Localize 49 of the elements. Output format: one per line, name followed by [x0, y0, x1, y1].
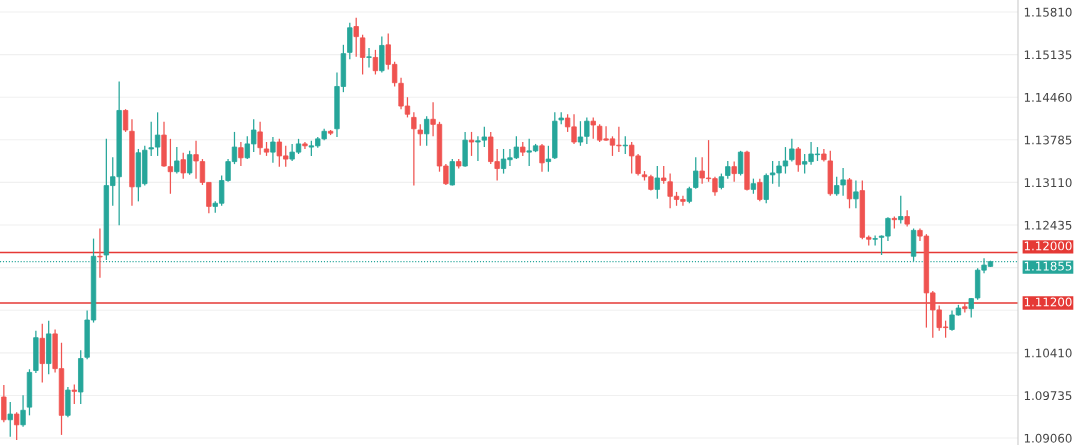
candlestick: [789, 138, 795, 163]
ref-line-label: 1.12000: [1024, 241, 1072, 251]
candlestick: [270, 136, 276, 164]
y-tick-label: 1.15135: [1024, 50, 1072, 60]
y-tick-label: 1.09060: [1024, 433, 1072, 443]
candlestick: [545, 145, 552, 173]
candlestick: [186, 150, 193, 176]
candlestick: [737, 150, 744, 177]
ref-line-label: 1.11855: [1024, 261, 1072, 271]
y-tick-label: 1.13785: [1024, 135, 1072, 145]
candlestick: [353, 17, 359, 58]
candlestick: [7, 401, 13, 438]
candlestick: [872, 234, 878, 247]
candlestick: [757, 178, 763, 202]
candlestick: [97, 227, 103, 279]
candlestick: [366, 47, 372, 69]
candlestick: [853, 179, 859, 209]
candlestick: [468, 131, 475, 157]
y-tick-label: 1.09735: [1024, 391, 1072, 401]
candlestick: [257, 121, 263, 156]
candlestick: [898, 195, 904, 225]
candlestick: [449, 158, 455, 187]
y-tick-label: 1.15810: [1024, 7, 1072, 17]
ref-line-label: 1.11200: [1024, 297, 1072, 307]
y-tick-label: 1.13110: [1024, 178, 1072, 188]
y-tick-label: 1.14460: [1024, 92, 1072, 102]
y-tick-label: 1.12435: [1024, 220, 1072, 230]
candlestick: [359, 34, 366, 76]
candlestick: [411, 111, 417, 187]
candlestick: [693, 156, 699, 190]
candlestick: [424, 115, 430, 147]
candlestick: [122, 108, 129, 133]
candlestick: [20, 394, 26, 428]
candlestick: [71, 383, 77, 405]
candlestick: [238, 141, 244, 167]
candlestick: [539, 143, 545, 173]
candlestick: [417, 123, 423, 147]
candlestick: [13, 411, 20, 441]
candlestick: [180, 152, 186, 180]
y-tick-label: 1.10410: [1024, 348, 1072, 358]
candlestick: [590, 116, 596, 140]
candlestick: [174, 146, 180, 175]
candlestick: [1, 384, 7, 423]
candlestick: [763, 172, 769, 204]
candlestick: [846, 177, 853, 209]
candlestick: [731, 160, 737, 183]
candlestick: [372, 49, 379, 76]
candlestick: [654, 165, 660, 200]
candlestick: [795, 146, 801, 173]
